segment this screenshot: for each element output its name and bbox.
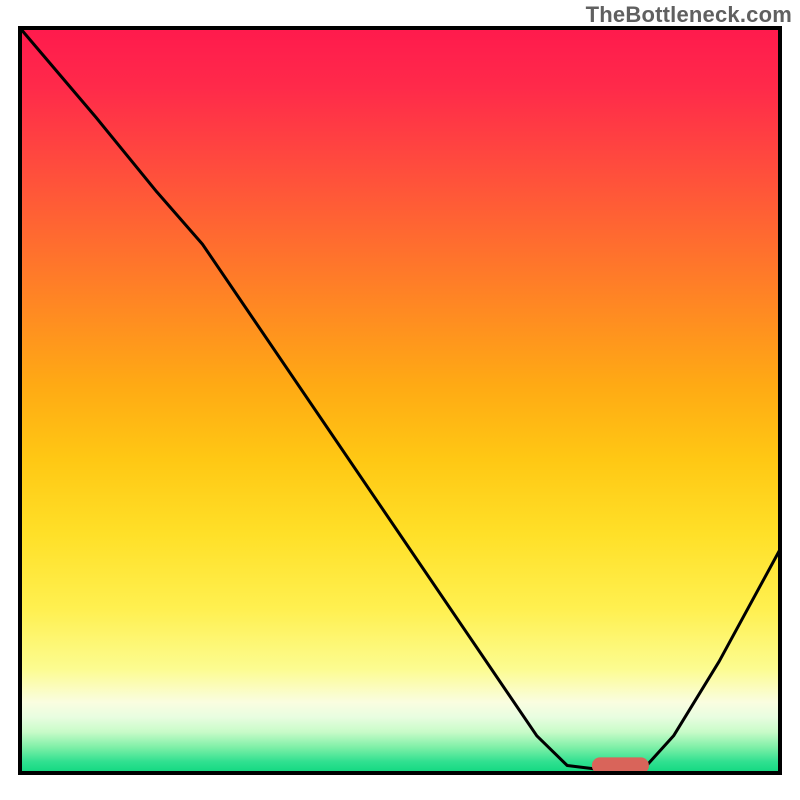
chart-svg [0,0,800,800]
gradient-background [20,28,780,773]
watermark-text: TheBottleneck.com [586,2,792,28]
bottleneck-chart: TheBottleneck.com [0,0,800,800]
